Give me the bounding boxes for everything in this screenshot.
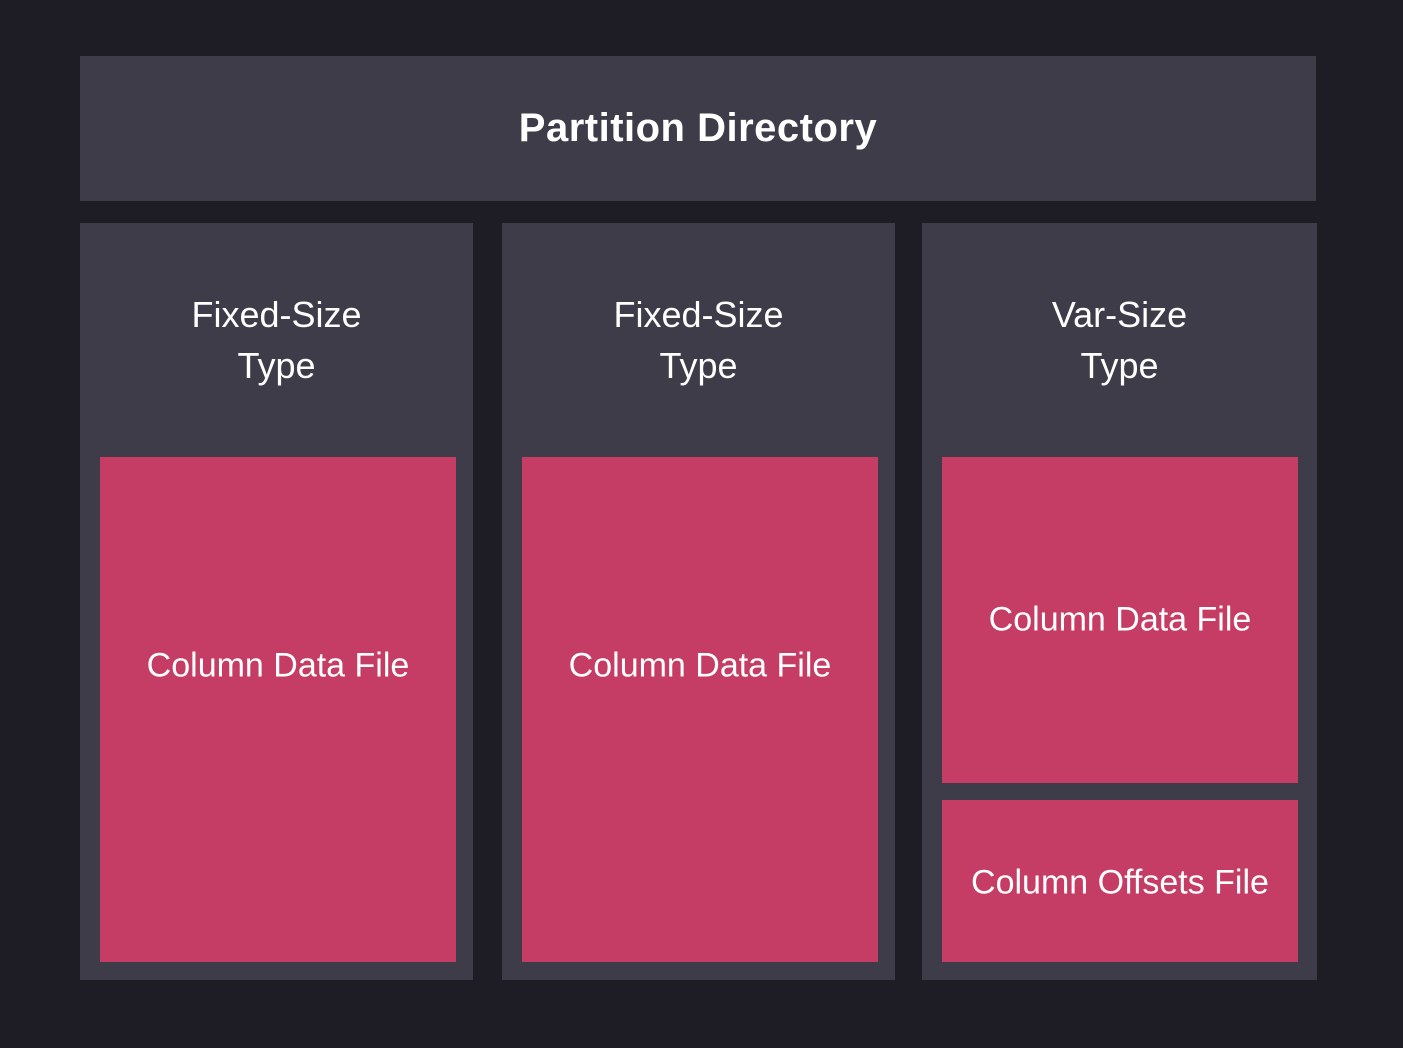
column-data-file-label: Column Data File <box>146 646 410 685</box>
var-size-type-column: Var-Size Type Column Data File Column Of… <box>922 223 1317 980</box>
column-title: Fixed-Size Type <box>191 293 362 386</box>
column-data-file-box: Column Data File <box>942 457 1298 783</box>
column-title: Fixed-Size Type <box>613 293 784 386</box>
column-data-file-box: Column Data File <box>100 457 456 962</box>
column-data-file-label: Column Data File <box>568 646 832 685</box>
fixed-size-type-column-1: Fixed-Size Type Column Data File <box>80 223 473 980</box>
column-data-file-box: Column Data File <box>522 457 878 962</box>
column-title: Var-Size Type <box>1051 293 1188 386</box>
column-data-file-label: Column Data File <box>988 600 1252 639</box>
column-offsets-file-label: Column Offsets File <box>971 863 1269 902</box>
partition-directory-box: Partition Directory <box>80 56 1316 201</box>
column-offsets-file-box: Column Offsets File <box>942 800 1298 962</box>
partition-directory-title: Partition Directory <box>518 106 878 150</box>
fixed-size-type-column-2: Fixed-Size Type Column Data File <box>502 223 895 980</box>
